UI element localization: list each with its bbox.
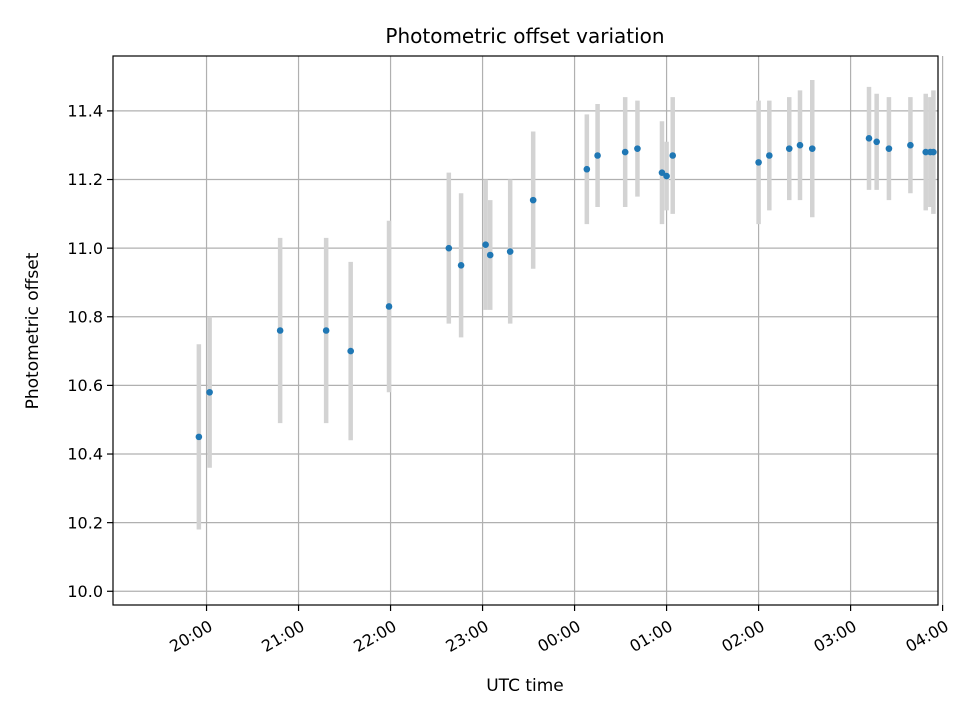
y-tick-label: 10.4 <box>67 445 103 464</box>
data-point <box>486 251 494 259</box>
data-point <box>766 152 773 159</box>
data-point <box>276 327 284 334</box>
data-point <box>755 159 762 166</box>
chart-title: Photometric offset variation <box>385 24 664 48</box>
y-tick-label: 10.8 <box>67 307 103 326</box>
data-point <box>457 262 465 269</box>
data-point <box>663 172 670 180</box>
data-point <box>385 303 393 310</box>
data-point <box>873 138 880 146</box>
data-point <box>865 135 873 142</box>
data-point <box>529 196 537 204</box>
y-tick-label: 10.2 <box>67 513 103 532</box>
data-point <box>658 169 666 176</box>
data-point <box>594 152 601 159</box>
data-point <box>621 148 629 156</box>
y-axis-ticks: 10.0 10.2 10.4 10.6 10.8 11.0 11.2 11.4 <box>67 102 113 601</box>
y-tick-label: 11.0 <box>67 239 103 258</box>
data-point <box>195 433 203 441</box>
data-point <box>634 145 641 152</box>
y-axis-label: Photometric offset <box>23 252 43 409</box>
y-tick-label: 11.4 <box>67 102 103 121</box>
data-point <box>930 148 937 156</box>
y-tick-label: 11.2 <box>67 170 103 189</box>
plot-frame <box>112 55 939 606</box>
y-tick-label: 10.6 <box>67 376 103 395</box>
data-point <box>907 141 914 149</box>
x-axis-label: UTC time <box>486 676 564 696</box>
data-point <box>445 244 453 252</box>
data-point <box>206 388 213 396</box>
data-point <box>347 347 354 355</box>
data-point <box>808 145 816 152</box>
data-point <box>482 241 489 249</box>
data-point <box>796 141 804 149</box>
data-point <box>785 145 793 152</box>
y-tick-label: 10.0 <box>67 582 103 601</box>
data-point <box>322 327 330 334</box>
data-point <box>506 248 514 255</box>
data-point <box>885 145 893 152</box>
data-point <box>583 165 591 173</box>
data-point <box>669 152 677 159</box>
data-point <box>922 148 930 156</box>
data-points <box>195 135 937 441</box>
